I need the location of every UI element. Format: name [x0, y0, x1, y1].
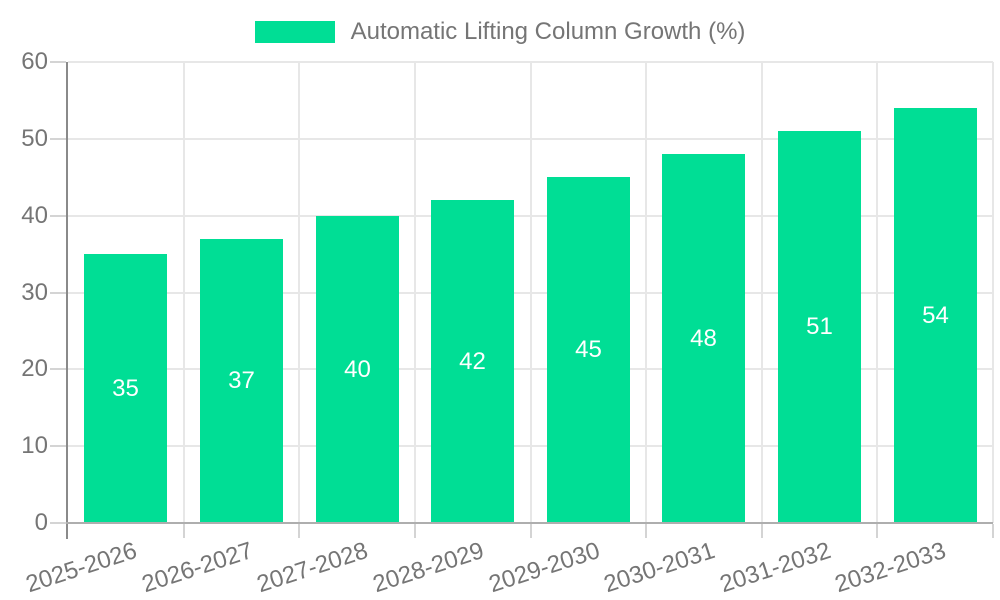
y-axis-tick — [50, 291, 66, 294]
x-axis-tick — [992, 524, 994, 538]
bar-2032-2033[interactable]: 54 — [894, 108, 977, 523]
x-axis-tick-label: 2031-2032 — [716, 537, 834, 599]
gridline-vertical — [876, 62, 879, 523]
x-axis-tick-label: 2032-2033 — [832, 537, 950, 599]
y-axis-tick-label: 0 — [34, 509, 48, 536]
bar-2029-2030[interactable]: 45 — [547, 177, 630, 523]
bar-value-label: 51 — [806, 313, 833, 340]
gridline-vertical — [529, 62, 532, 523]
y-axis-tick — [50, 368, 66, 371]
bar-2030-2031[interactable]: 48 — [662, 154, 745, 523]
y-axis-line — [66, 62, 68, 539]
x-axis-tick-label: 2025-2026 — [22, 537, 141, 599]
x-axis-tick — [182, 524, 185, 538]
gridline-vertical — [645, 62, 648, 523]
x-axis-tick-label: 2028-2029 — [369, 537, 488, 599]
x-axis-tick — [876, 524, 879, 538]
x-axis-line — [66, 522, 993, 524]
x-axis-tick-label: 2027-2028 — [253, 537, 372, 599]
x-axis-tick — [298, 524, 301, 538]
bar-value-label: 42 — [459, 347, 486, 375]
y-axis-tick-label: 50 — [21, 124, 48, 152]
x-axis-tick-label: 2030-2031 — [600, 537, 719, 599]
y-axis-tick-label: 30 — [21, 278, 48, 306]
x-axis-tick-label: 2029-2030 — [485, 537, 603, 599]
gridline-vertical — [298, 62, 301, 523]
bar-2025-2026[interactable]: 35 — [84, 254, 167, 523]
bar-value-label: 37 — [228, 367, 255, 394]
gridline-vertical — [413, 62, 416, 523]
y-axis-tick-label: 40 — [21, 201, 48, 229]
x-axis-tick-label: 2026-2027 — [138, 537, 256, 599]
bar-value-label: 45 — [575, 336, 602, 363]
bar-2027-2028[interactable]: 40 — [316, 216, 399, 523]
y-axis-tick — [50, 522, 66, 524]
bar-value-label: 48 — [690, 324, 717, 352]
y-axis-tick-label: 60 — [21, 48, 48, 75]
y-axis-tick-label: 10 — [21, 432, 48, 460]
y-axis-tick — [50, 137, 66, 140]
bar-value-label: 40 — [344, 355, 371, 383]
gridline-vertical — [760, 62, 763, 523]
x-axis-tick — [413, 524, 416, 538]
bar-2028-2029[interactable]: 42 — [431, 200, 514, 523]
x-axis-tick — [645, 524, 648, 538]
bar-value-label: 35 — [112, 374, 139, 402]
bar-2026-2027[interactable]: 37 — [200, 239, 283, 523]
y-axis-tick-label: 20 — [21, 355, 48, 383]
x-axis-tick — [529, 524, 532, 538]
y-axis-tick — [50, 61, 66, 63]
y-axis-tick — [50, 445, 66, 448]
bar-value-label: 54 — [922, 301, 949, 329]
y-axis-tick — [50, 214, 66, 217]
gridline-vertical — [992, 62, 994, 523]
legend[interactable]: Automatic Lifting Column Growth (%) — [0, 18, 1000, 46]
bar-2031-2032[interactable]: 51 — [778, 131, 861, 523]
x-axis-tick — [760, 524, 763, 538]
plot-area: 35 37 40 42 45 48 51 54 — [68, 61, 994, 523]
legend-label: Automatic Lifting Column Growth (%) — [350, 18, 746, 45]
legend-swatch — [254, 21, 335, 43]
gridline-vertical — [182, 62, 185, 523]
